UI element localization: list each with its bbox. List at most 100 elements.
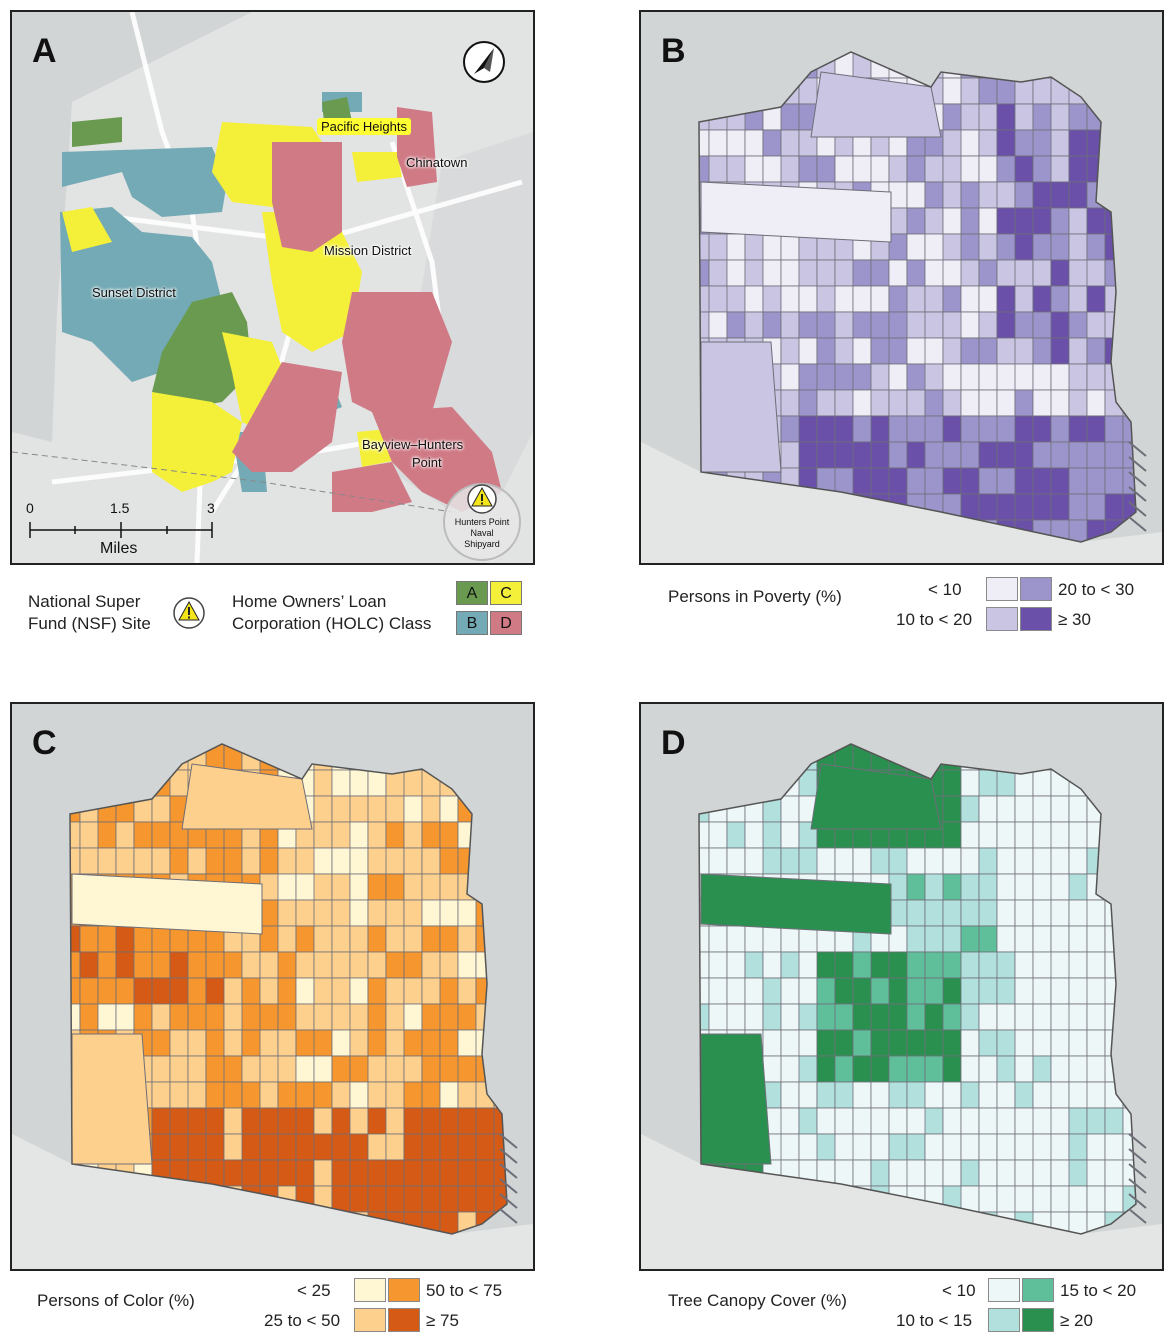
- census-tract: [996, 129, 1016, 157]
- census-tract: [888, 389, 908, 417]
- census-tract: [1068, 207, 1088, 235]
- scale-tick-0: 0: [26, 500, 34, 516]
- census-tract: [133, 821, 153, 849]
- census-tract: [367, 1185, 387, 1213]
- legend-swatch-1: [988, 1278, 1020, 1302]
- holc-swatch-c: C: [490, 581, 522, 605]
- census-tract: [942, 337, 962, 365]
- census-tract: [1032, 181, 1052, 209]
- census-tract: [942, 925, 962, 953]
- census-tract: [349, 899, 369, 927]
- holc-legend-title-1: Home Owners’ Loan: [232, 592, 387, 611]
- census-tract: [277, 977, 297, 1005]
- census-tract: [978, 873, 998, 901]
- census-tract: [726, 129, 746, 157]
- census-tract: [906, 1029, 926, 1057]
- panel-letter: A: [32, 32, 57, 70]
- census-tract: [277, 847, 297, 875]
- census-tract: [151, 925, 171, 953]
- census-tract: [1014, 415, 1034, 443]
- census-tract: [942, 415, 962, 443]
- legend-swatch-3: [354, 1308, 386, 1332]
- census-tract: [942, 1159, 962, 1187]
- census-tract: [1032, 1029, 1052, 1057]
- census-tract: [798, 1003, 818, 1031]
- census-tract: [1068, 493, 1088, 521]
- census-tract: [1014, 951, 1034, 979]
- census-tract: [367, 1133, 387, 1161]
- census-tract: [1014, 233, 1034, 261]
- census-tract: [1050, 155, 1070, 183]
- census-tract: [1032, 1185, 1052, 1213]
- census-tract: [1014, 363, 1034, 391]
- census-tract: [1032, 1055, 1052, 1083]
- census-tract: [798, 389, 818, 417]
- census-tract: [403, 1185, 423, 1213]
- piers: [499, 1133, 518, 1224]
- census-tract: [744, 129, 764, 157]
- panel-letter: B: [661, 32, 686, 70]
- census-tract: [385, 977, 405, 1005]
- census-tract: [71, 873, 263, 935]
- census-tract: [313, 951, 333, 979]
- census-tract: [960, 1107, 980, 1135]
- census-tract: [1032, 925, 1052, 953]
- census-tract: [798, 1081, 818, 1109]
- census-tract: [996, 1081, 1016, 1109]
- census-tract: [439, 795, 459, 823]
- census-tract: [1032, 363, 1052, 391]
- census-tract: [762, 285, 782, 313]
- census-tract: [367, 821, 387, 849]
- census-tract: [762, 311, 782, 339]
- census-tract: [978, 337, 998, 365]
- census-tract: [888, 1055, 908, 1083]
- census-tract: [834, 389, 854, 417]
- census-tract: [151, 1055, 171, 1083]
- panel-letter: D: [661, 724, 686, 762]
- census-tract: [187, 1107, 207, 1135]
- census-tract: [1050, 1081, 1070, 1109]
- census-tract: [1104, 441, 1124, 469]
- census-tract: [816, 415, 836, 443]
- census-tract: [762, 1003, 782, 1031]
- census-tract: [97, 925, 117, 953]
- census-tract: [1032, 795, 1052, 823]
- census-tract: [708, 311, 728, 339]
- census-tract: [331, 1055, 351, 1083]
- census-tract: [942, 1003, 962, 1031]
- census-tract: [1086, 1107, 1106, 1135]
- census-tract: [906, 285, 926, 313]
- city-boundary: [698, 743, 1137, 1235]
- holc-class-a: [72, 97, 352, 407]
- census-tract: [960, 467, 980, 495]
- census-tract: [852, 1159, 872, 1187]
- scale-tick-1: 1.5: [110, 500, 130, 516]
- census-tract: [1068, 233, 1088, 261]
- census-tract: [349, 1107, 369, 1135]
- census-tract: [906, 1003, 926, 1031]
- census-tract: [115, 847, 135, 875]
- census-tract: [978, 1081, 998, 1109]
- census-tract: [457, 977, 477, 1005]
- census-tract: [960, 977, 980, 1005]
- census-tract: [996, 1003, 1016, 1031]
- census-tract: [295, 1081, 315, 1109]
- census-tract: [1068, 1029, 1088, 1057]
- census-tract: [403, 1159, 423, 1187]
- census-tract: [223, 1029, 243, 1057]
- census-tract: [1086, 363, 1106, 391]
- census-tract: [151, 821, 171, 849]
- census-tract: [1014, 1081, 1034, 1109]
- census-tract: [187, 1081, 207, 1109]
- census-tract: [870, 951, 890, 979]
- census-tract: [331, 899, 351, 927]
- legend-swatch-1: [986, 577, 1018, 601]
- census-tract: [1050, 129, 1070, 157]
- census-tract: [888, 259, 908, 287]
- census-tract: [241, 1159, 261, 1187]
- census-tract: [942, 467, 962, 495]
- census-tract: [457, 1107, 477, 1135]
- census-tract: [906, 467, 926, 495]
- census-tract: [960, 155, 980, 183]
- holc-map: [12, 12, 533, 563]
